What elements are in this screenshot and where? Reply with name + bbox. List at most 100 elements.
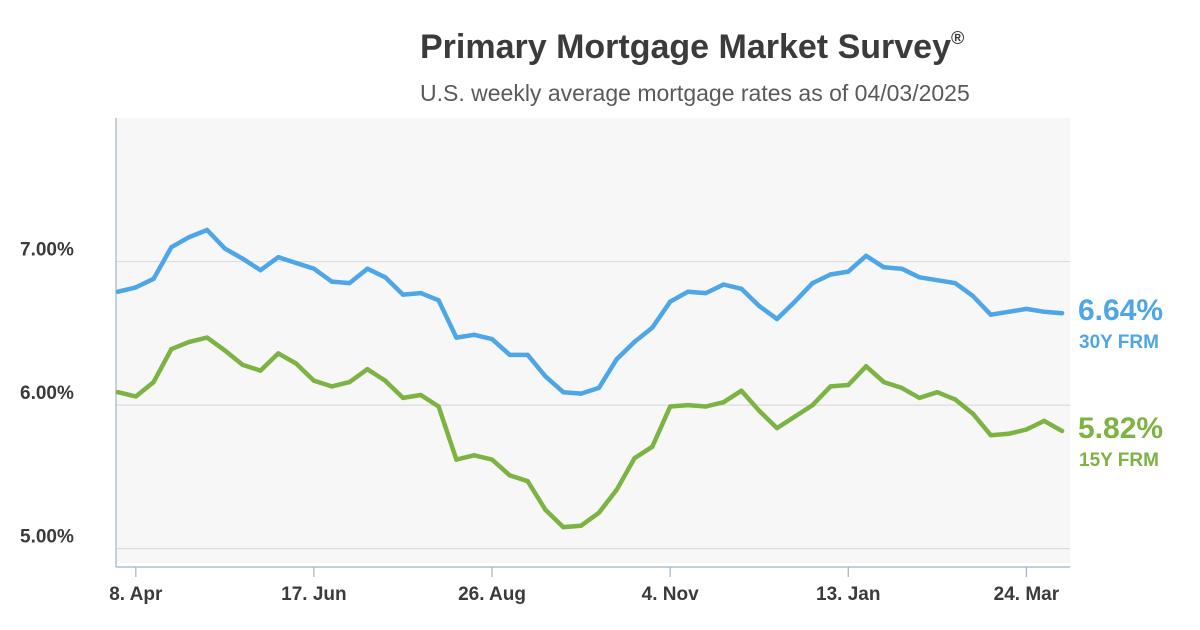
data-point-15y-frm	[365, 367, 370, 372]
data-point-15y-frm	[507, 473, 513, 478]
data-point-15y-frm	[561, 524, 566, 530]
data-point-15y-frm	[667, 404, 673, 409]
data-point-30y-frm	[810, 280, 815, 286]
registered-mark: ®	[951, 28, 964, 48]
data-point-30y-frm	[721, 282, 726, 287]
data-point-15y-frm	[187, 339, 192, 345]
data-point-30y-frm	[703, 290, 708, 296]
data-point-15y-frm	[828, 384, 833, 389]
x-tick-label: 24. Mar	[994, 584, 1060, 605]
data-point-15y-frm	[418, 392, 423, 398]
chart-title-text: Primary Mortgage Market Survey	[420, 28, 951, 66]
data-point-30y-frm	[169, 244, 174, 250]
data-point-15y-frm	[1024, 427, 1029, 432]
data-point-30y-frm	[578, 391, 584, 396]
data-point-15y-frm	[204, 335, 210, 340]
data-point-15y-frm	[614, 487, 619, 492]
data-point-30y-frm	[347, 280, 352, 286]
data-point-15y-frm	[721, 400, 726, 405]
data-point-15y-frm	[400, 395, 406, 401]
data-point-30y-frm	[935, 278, 940, 283]
data-point-30y-frm	[1041, 309, 1047, 314]
data-point-30y-frm	[436, 298, 441, 303]
data-point-30y-frm	[204, 227, 210, 233]
data-point-15y-frm	[952, 397, 958, 402]
y-tick-label: 6.00%	[20, 383, 74, 404]
data-point-30y-frm	[489, 336, 495, 342]
y-tick-label: 7.00%	[20, 240, 74, 261]
data-point-30y-frm	[757, 303, 762, 309]
data-point-30y-frm	[151, 276, 156, 281]
data-point-30y-frm	[685, 289, 691, 294]
data-point-30y-frm	[988, 312, 993, 317]
data-point-15y-frm	[881, 379, 887, 385]
data-point-30y-frm	[881, 265, 887, 270]
data-point-30y-frm	[917, 275, 922, 280]
data-point-30y-frm	[365, 266, 370, 271]
series-line-30y-frm	[115, 227, 1065, 396]
data-point-30y-frm	[1024, 306, 1029, 312]
data-point-15y-frm	[739, 388, 744, 393]
data-point-30y-frm	[382, 275, 388, 280]
data-point-30y-frm	[596, 385, 602, 391]
data-point-15y-frm	[650, 444, 655, 449]
series-name-label-15y-frm: 15Y FRM	[1079, 450, 1159, 471]
data-point-15y-frm	[133, 394, 139, 399]
data-point-30y-frm	[792, 299, 798, 304]
data-point-30y-frm	[115, 289, 121, 294]
x-tick-label: 13. Jan	[816, 584, 880, 605]
data-point-15y-frm	[578, 523, 584, 528]
data-point-30y-frm	[240, 256, 245, 261]
data-point-30y-frm	[970, 293, 976, 299]
data-point-15y-frm	[863, 364, 869, 369]
data-point-15y-frm	[899, 385, 904, 391]
data-point-15y-frm	[311, 378, 317, 383]
chart-title: Primary Mortgage Market Survey®	[420, 28, 964, 66]
data-point-15y-frm	[757, 408, 762, 414]
data-point-30y-frm	[561, 389, 566, 395]
data-point-15y-frm	[240, 362, 245, 368]
data-point-15y-frm	[917, 395, 922, 401]
x-tick-label: 17. Jun	[281, 584, 346, 605]
series-name-label-30y-frm: 30Y FRM	[1079, 332, 1159, 353]
data-point-30y-frm	[846, 269, 851, 274]
data-point-15y-frm	[489, 457, 495, 462]
data-point-30y-frm	[329, 279, 334, 284]
chart-subtitle: U.S. weekly average mortgage rates as of…	[420, 80, 970, 106]
data-point-15y-frm	[935, 389, 940, 395]
data-point-15y-frm	[685, 402, 691, 408]
data-point-15y-frm	[632, 456, 637, 461]
data-point-30y-frm	[222, 246, 228, 251]
data-point-15y-frm	[454, 457, 459, 462]
data-point-30y-frm	[507, 352, 513, 358]
data-point-15y-frm	[988, 433, 993, 438]
data-point-30y-frm	[187, 234, 192, 240]
data-point-30y-frm	[276, 255, 281, 260]
data-point-30y-frm	[1059, 311, 1065, 316]
data-point-15y-frm	[329, 384, 334, 389]
data-point-30y-frm	[614, 356, 619, 362]
data-point-30y-frm	[311, 266, 317, 271]
data-point-15y-frm	[810, 402, 815, 408]
data-point-30y-frm	[739, 286, 744, 292]
data-point-15y-frm	[222, 348, 228, 353]
data-point-15y-frm	[169, 346, 174, 352]
data-point-15y-frm	[347, 379, 352, 385]
data-point-30y-frm	[952, 280, 958, 286]
data-point-15y-frm	[436, 404, 441, 409]
data-point-15y-frm	[846, 382, 851, 388]
data-point-30y-frm	[400, 292, 406, 297]
data-point-30y-frm	[899, 266, 904, 271]
data-point-30y-frm	[632, 339, 637, 345]
data-point-30y-frm	[828, 272, 833, 277]
data-point-30y-frm	[258, 267, 263, 273]
data-point-30y-frm	[543, 374, 548, 379]
data-point-15y-frm	[1059, 428, 1065, 434]
data-point-15y-frm	[792, 414, 798, 419]
data-point-15y-frm	[258, 368, 263, 373]
series-line-15y-frm	[115, 335, 1065, 530]
data-point-15y-frm	[1041, 418, 1047, 424]
data-point-15y-frm	[115, 389, 121, 395]
